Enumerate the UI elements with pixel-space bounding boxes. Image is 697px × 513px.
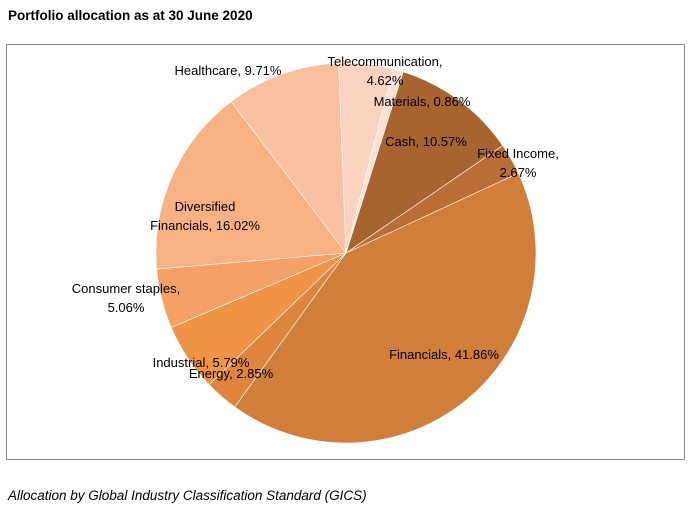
- data-label-diversified-financials: Diversified Financials, 16.02%: [150, 199, 260, 233]
- data-label-healthcare: Healthcare, 9.71%: [175, 63, 282, 78]
- data-label-cash: Cash, 10.57%: [385, 134, 467, 149]
- data-label-energy: Energy, 2.85%: [189, 366, 274, 381]
- data-label-consumer-staples: Consumer staples, 5.06%: [72, 281, 180, 315]
- pie-slice-diversified-financials: [155, 101, 347, 270]
- data-label-materials: Materials, 0.86%: [374, 94, 471, 109]
- pie-slice-materials: [345, 68, 404, 254]
- pie-slice-financials: [234, 172, 537, 444]
- pie-slices: [155, 62, 537, 444]
- pie-slice-cash: [345, 71, 504, 254]
- chart-caption: Allocation by Global Industry Classifica…: [8, 488, 367, 503]
- data-label-fixed-income: Fixed Income, 2.67%: [477, 146, 559, 180]
- pie-chart: Cash, 10.57% Fixed Income, 2.67% Financials…: [72, 54, 559, 444]
- chart-area: [6, 44, 685, 460]
- page-title: Portfolio allocation as at 30 June 2020: [8, 8, 253, 23]
- data-label-industrial: Industrial, 5.79%: [153, 355, 250, 370]
- data-label-telecommunication: Telecommunication, 4.62%: [328, 54, 443, 88]
- data-labels: Cash, 10.57% Fixed Income, 2.67% Financials…: [72, 54, 559, 381]
- data-label-financials: Financials, 41.86%: [389, 347, 499, 362]
- pie-slice-healthcare: [230, 62, 347, 254]
